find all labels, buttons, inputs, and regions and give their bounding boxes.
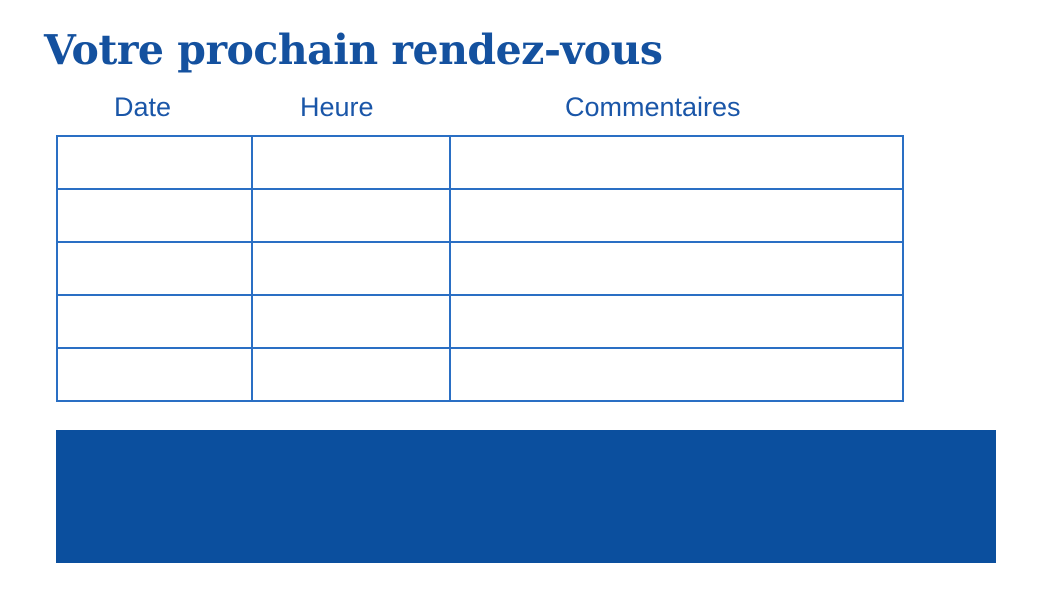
cell-heure[interactable] — [251, 188, 451, 243]
cell-date[interactable] — [56, 135, 253, 190]
cell-heure[interactable] — [251, 347, 451, 402]
cell-date[interactable] — [56, 188, 253, 243]
cell-commentaires[interactable] — [449, 347, 904, 402]
cell-heure[interactable] — [251, 241, 451, 296]
table-row — [56, 135, 904, 190]
column-header-date: Date — [114, 92, 172, 122]
table-row — [56, 294, 904, 349]
table-body — [56, 135, 904, 402]
cell-commentaires[interactable] — [449, 135, 904, 190]
column-header-heure: Heure — [300, 92, 374, 122]
column-header-commentaires: Commentaires — [565, 92, 741, 122]
page-title: Votre prochain rendez-vous — [44, 26, 663, 74]
footer-blue-bar — [56, 430, 996, 563]
cell-date[interactable] — [56, 347, 253, 402]
table-row — [56, 241, 904, 296]
cell-commentaires[interactable] — [449, 188, 904, 243]
cell-heure[interactable] — [251, 294, 451, 349]
table-row — [56, 188, 904, 243]
cell-heure[interactable] — [251, 135, 451, 190]
cell-commentaires[interactable] — [449, 294, 904, 349]
cell-date[interactable] — [56, 241, 253, 296]
cell-commentaires[interactable] — [449, 241, 904, 296]
appointment-table — [56, 135, 904, 402]
cell-date[interactable] — [56, 294, 253, 349]
table-row — [56, 347, 904, 402]
table-column-headers: Date Heure Commentaires — [56, 91, 896, 127]
